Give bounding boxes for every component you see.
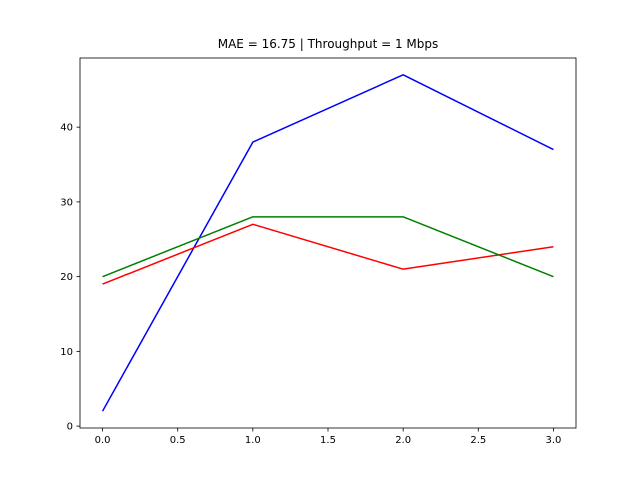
series-line-1	[101, 74, 554, 412]
x-tick-label: 0.5	[170, 435, 186, 446]
chart-title: MAE = 16.75 | Throughput = 1 Mbps	[218, 37, 439, 51]
series-layer	[101, 74, 554, 412]
y-tick-label: 40	[60, 123, 73, 134]
x-tick-label: 1.5	[320, 435, 336, 446]
x-tick-label: 2.0	[395, 435, 411, 446]
x-tick-label: 0.0	[95, 435, 111, 446]
y-tick-label: 30	[60, 197, 73, 208]
x-tick-label: 3.0	[546, 435, 562, 446]
y-tick-label: 0	[67, 422, 73, 433]
y-axis: 0 10 20 30 40	[60, 123, 80, 433]
y-tick-label: 10	[60, 347, 73, 358]
y-tick-label: 20	[60, 272, 73, 283]
series-line-2	[102, 223, 554, 285]
x-tick-label: 2.5	[470, 435, 486, 446]
x-tick-label: 1.0	[245, 435, 261, 446]
series-line-3	[102, 216, 554, 278]
x-axis: 0.0 0.5 1.0 1.5 2.0 2.5 3.0	[95, 428, 562, 446]
